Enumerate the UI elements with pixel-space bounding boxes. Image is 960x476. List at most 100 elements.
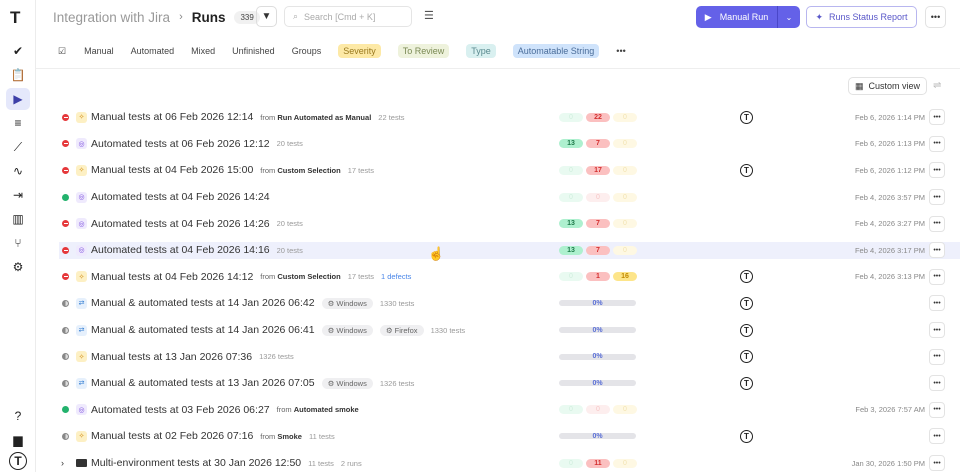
run-row[interactable]: ◎ Automated tests at 04 Feb 2026 14:26 20 … <box>36 210 960 237</box>
more-options-button[interactable]: ••• <box>925 6 946 28</box>
runs-status-report-label: Runs Status Report <box>829 12 908 22</box>
skipped-count-badge: 0 <box>613 192 637 202</box>
settings-gear-icon[interactable]: ⚙ <box>12 260 24 274</box>
run-row[interactable]: ⇄ Manual & automated tests at 14 Jan 2026… <box>36 317 960 344</box>
search-placeholder: Search [Cmd + K] <box>304 11 376 22</box>
row-more-button[interactable]: ••• <box>929 242 945 259</box>
steps-nav-icon[interactable]: ⟋ <box>13 139 23 154</box>
user-avatar[interactable]: T <box>9 452 27 470</box>
run-title[interactable]: Manual & automated tests at 13 Jan 2026 … <box>91 377 315 390</box>
defects-link[interactable]: 1 defects <box>380 272 412 282</box>
runs-nav-play-icon[interactable]: ▶ <box>6 88 30 110</box>
run-title[interactable]: Manual tests at 04 Feb 2026 15:00 <box>91 164 254 177</box>
tab-to-review[interactable]: To Review <box>397 44 450 58</box>
row-more-button[interactable]: ••• <box>929 401 945 418</box>
manual-run-dropdown-chevron-icon[interactable]: ⌄ <box>785 12 793 22</box>
tab-unfinished[interactable]: Unfinished <box>232 46 275 56</box>
row-more-button[interactable]: ••• <box>929 135 945 152</box>
run-row[interactable]: ◎ Automated tests at 03 Feb 2026 06:27 fro… <box>36 397 960 424</box>
tab-groups[interactable]: Groups <box>291 46 322 56</box>
run-title[interactable]: Manual tests at 02 Feb 2026 07:16 <box>91 430 254 443</box>
run-title[interactable]: Manual & automated tests at 14 Jan 2026 … <box>91 297 315 310</box>
filter-icon: ▼ <box>261 11 272 22</box>
run-title[interactable]: Automated tests at 04 Feb 2026 14:26 <box>91 217 270 230</box>
run-row[interactable]: ✧ Manual tests at 06 Feb 2026 12:14 from R… <box>36 104 960 131</box>
tab-type[interactable]: Type <box>466 44 496 58</box>
run-date: Feb 6, 2026 1:13 PM <box>854 139 925 149</box>
tests-count: 11 tests <box>308 431 335 441</box>
import-nav-icon[interactable]: ⇥ <box>12 188 24 202</box>
passed-count-badge: 13 <box>559 139 583 149</box>
run-title[interactable]: Multi-environment tests at 30 Jan 2026 1… <box>91 457 302 470</box>
table-view-icon: ▦ <box>854 80 864 91</box>
row-more-button[interactable]: ••• <box>929 189 945 206</box>
tab-automated[interactable]: Automated <box>130 46 175 56</box>
skipped-count-badge: 0 <box>613 139 637 149</box>
row-more-button[interactable]: ••• <box>929 428 945 445</box>
run-row[interactable]: ⇄ Manual & automated tests at 14 Jan 2026… <box>36 290 960 317</box>
expand-chevron-icon[interactable]: › <box>61 458 64 469</box>
search-input[interactable]: ⌕ Search [Cmd + K] <box>284 6 412 27</box>
row-more-button[interactable]: ••• <box>929 109 945 126</box>
custom-view-button[interactable]: ▦ Custom view <box>848 77 927 95</box>
run-title[interactable]: Automated tests at 06 Feb 2026 12:12 <box>91 137 270 150</box>
row-more-button[interactable]: ••• <box>929 375 945 392</box>
run-row[interactable]: ✧ Manual tests at 13 Jan 2026 07:36 1326 t… <box>36 343 960 370</box>
row-more-button[interactable]: ••• <box>929 268 945 285</box>
plans-nav-clipboard-icon[interactable]: 📋 <box>10 68 26 82</box>
logo-icon[interactable]: T <box>10 8 21 27</box>
run-row[interactable]: ⇄ Manual & automated tests at 13 Jan 2026… <box>36 370 960 397</box>
tests-count: 1326 tests <box>379 378 415 388</box>
row-more-button[interactable]: ••• <box>929 162 945 179</box>
runs-status-report-button[interactable]: ✦ Runs Status Report <box>806 6 917 28</box>
run-row[interactable]: ✧ Manual tests at 04 Feb 2026 14:12 from C… <box>36 264 960 291</box>
analytics-nav-icon[interactable]: ▥ <box>12 212 24 226</box>
run-row[interactable]: ◎ Automated tests at 04 Feb 2026 14:16 20 … <box>36 237 960 264</box>
skipped-count-badge: 0 <box>613 405 637 415</box>
skipped-count-badge: 0 <box>613 245 637 255</box>
run-title[interactable]: Manual & automated tests at 14 Jan 2026 … <box>91 324 315 337</box>
tab-mixed[interactable]: Mixed <box>191 46 216 56</box>
auto-run-type-icon: ◎ <box>76 218 87 230</box>
view-settings-icon[interactable]: ⇌ <box>933 80 942 91</box>
list-nav-icon[interactable]: ≡ <box>14 116 22 130</box>
row-more-button[interactable]: ••• <box>929 348 945 365</box>
passed-count-badge: 13 <box>559 245 583 255</box>
run-title[interactable]: Manual tests at 04 Feb 2026 14:12 <box>91 270 254 283</box>
select-mode-icon[interactable]: ☑ <box>58 45 67 56</box>
filter-button[interactable]: ▼ <box>256 6 277 27</box>
run-row[interactable]: ✧ Manual tests at 04 Feb 2026 15:00 from C… <box>36 157 960 184</box>
status-pass-icon <box>62 193 69 201</box>
manual-run-button[interactable]: ▶ Manual Run <box>696 6 778 28</box>
run-row[interactable]: ✧ Manual tests at 02 Feb 2026 07:16 from S… <box>36 423 960 450</box>
run-title[interactable]: Automated tests at 04 Feb 2026 14:24 <box>91 191 270 204</box>
more-tabs-button[interactable]: ••• <box>616 46 626 56</box>
breadcrumb-project[interactable]: Integration with Jira <box>53 9 171 25</box>
row-more-button[interactable]: ••• <box>929 215 945 232</box>
tab-severity[interactable]: Severity <box>338 44 381 58</box>
run-date: Feb 4, 2026 3:17 PM <box>854 245 925 255</box>
run-row[interactable]: ◎ Automated tests at 06 Feb 2026 12:12 20 … <box>36 131 960 158</box>
row-more-button[interactable]: ••• <box>929 322 945 339</box>
environment-tag: ⚙ Windows <box>321 324 373 336</box>
run-row[interactable]: › Multi-environment tests at 30 Jan 2026 … <box>36 450 960 476</box>
folder-icon[interactable]: ▆ <box>13 433 23 447</box>
row-more-button[interactable]: ••• <box>929 455 945 472</box>
run-row[interactable]: ◎ Automated tests at 04 Feb 2026 14:24 0 0 0… <box>36 184 960 211</box>
assignee-avatar: T <box>740 429 753 443</box>
run-title[interactable]: Manual tests at 06 Feb 2026 12:14 <box>91 111 254 124</box>
tab-automatable-string[interactable]: Automatable String <box>512 44 600 58</box>
row-more-button[interactable]: ••• <box>929 295 945 312</box>
branch-nav-icon[interactable]: ⑂ <box>14 236 22 250</box>
tests-nav-check-icon[interactable]: ✔ <box>12 44 24 58</box>
assignee-avatar: T <box>740 270 753 284</box>
run-title[interactable]: Manual tests at 13 Jan 2026 07:36 <box>91 350 253 363</box>
run-title[interactable]: Automated tests at 03 Feb 2026 06:27 <box>91 403 270 416</box>
auto-run-type-icon: ◎ <box>76 404 87 416</box>
tab-manual[interactable]: Manual <box>84 46 114 56</box>
pulse-nav-icon[interactable]: ∿ <box>12 164 24 178</box>
run-title[interactable]: Automated tests at 04 Feb 2026 14:16 <box>91 244 270 257</box>
help-icon[interactable]: ? <box>14 409 22 423</box>
sliders-icon[interactable]: ☰ <box>424 10 434 22</box>
mixed-run-type-icon: ⇄ <box>76 297 87 309</box>
